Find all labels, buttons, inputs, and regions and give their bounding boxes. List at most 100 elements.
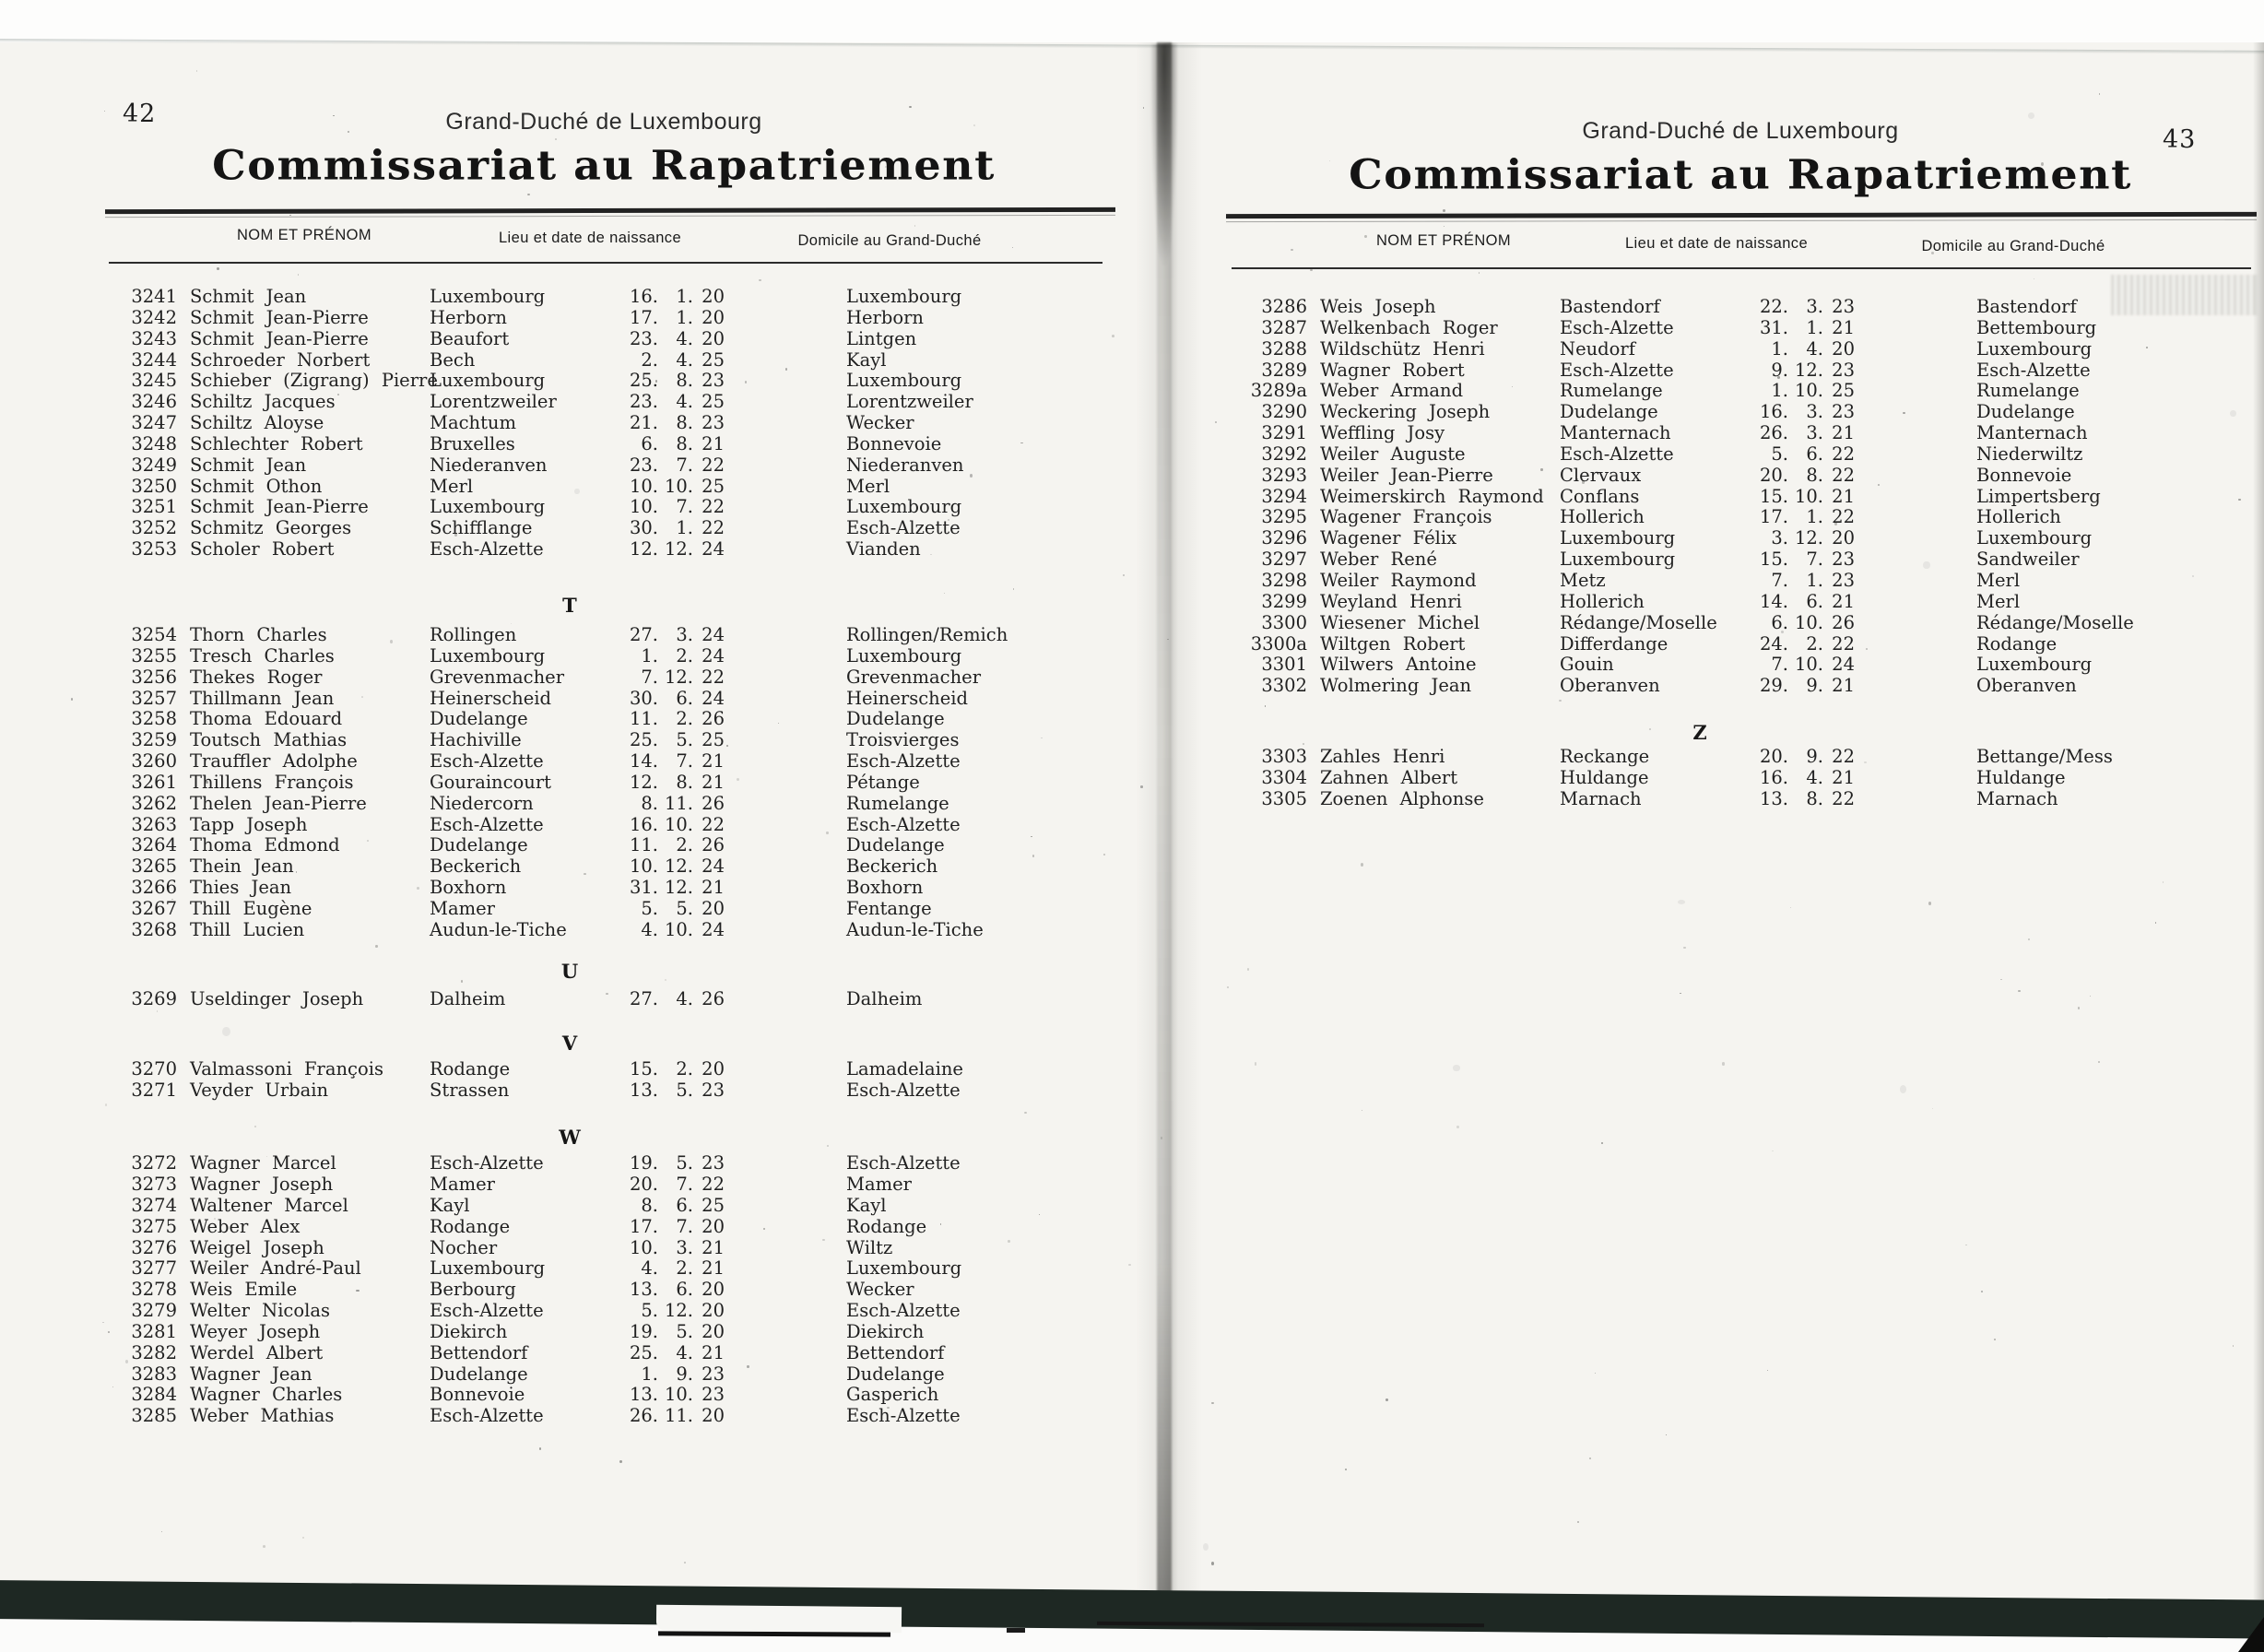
speck: [1789, 249, 1791, 251]
speck: [1007, 1239, 1010, 1244]
row-number: 3242: [131, 306, 177, 328]
speck: [222, 1027, 230, 1037]
spacer: [1855, 613, 1976, 634]
row-birthplace: Merl: [430, 475, 474, 497]
table-row: 3288 Wildschütz Henri Neudorf 1. 4. 20 Luxembo…: [1250, 338, 2246, 360]
spacer: [1307, 507, 1320, 528]
row-birth-month: 2.: [676, 644, 693, 667]
row-name: Welter Nicolas: [190, 1300, 330, 1322]
row-domicile: Bonnevoie: [846, 432, 942, 454]
table-row: 3251 Schmit Jean-Pierre Luxembourg 10. 7. 22 L…: [120, 497, 1115, 518]
row-name: Valmassoni François: [190, 1058, 383, 1080]
speck: [1864, 761, 1867, 763]
row-number: 3300a: [1250, 632, 1307, 655]
spacer: [1855, 507, 1976, 528]
row-birthplace: Esch-Alzette: [1560, 442, 1674, 465]
row-birth-day: 9.: [1771, 359, 1788, 381]
speck: [1903, 411, 1906, 415]
row-domicile: Dudelange: [846, 708, 945, 730]
row-number: 3304: [1261, 766, 1307, 788]
row-birth-day: 26.: [629, 1405, 658, 1427]
row-name: Weber Alex: [190, 1215, 301, 1237]
row-birth-year: 23: [702, 1384, 725, 1406]
speck: [205, 781, 208, 784]
row-birthplace: Huldange: [1560, 766, 1649, 788]
row-number: 3294: [1261, 485, 1307, 507]
row-birth-year: 22: [702, 454, 725, 476]
speck: [1683, 946, 1686, 950]
table-row: 3249 Schmit Jean Niederanven 23. 7. 22 Niedera…: [120, 454, 1115, 477]
table-row: 3292 Weiler Auguste Esch-Alzette 5. 6. 22 Nied…: [1250, 442, 2246, 466]
column-header-domicile-left: Domicile au Grand-Duché: [797, 232, 982, 249]
row-birth-month: 12.: [664, 856, 693, 878]
column-header-name-left: NOM ET PRÉNOM: [236, 227, 372, 243]
row-birth-year: 21: [702, 750, 725, 773]
row-birth-year: 22: [702, 1174, 725, 1195]
scan-smudge: [2111, 275, 2258, 315]
spacer: [725, 371, 846, 392]
table-row: 3254 Thorn Charles Rollingen 27. 3. 24 Rolling…: [120, 624, 1115, 646]
table-row: 3284 Wagner Charles Bonnevoie 13. 10. 23 Gaspe…: [120, 1385, 1115, 1406]
table-row: 3258 Thoma Edouard Dudelange 11. 2. 26 Dudelan…: [120, 708, 1115, 730]
row-birth-year: 20: [702, 1058, 725, 1080]
spacer: [725, 1343, 846, 1364]
row-birth-year: 25: [702, 348, 725, 371]
speck: [1139, 785, 1143, 788]
spacer: [177, 1080, 190, 1102]
row-birth-year: 21: [702, 877, 725, 899]
row-number: 3275: [131, 1215, 177, 1237]
row-birthplace: Esch-Alzette: [430, 1152, 544, 1174]
row-name: Schieber (Zigrang) Pierre: [190, 370, 438, 392]
row-domicile: Merl: [1976, 590, 2021, 612]
row-birthplace: Mamer: [430, 897, 495, 919]
spacer: [725, 1153, 846, 1174]
speck: [367, 839, 369, 842]
speck: [777, 722, 780, 724]
row-birthplace: Metz: [1560, 569, 1606, 591]
speck: [1899, 1084, 1906, 1093]
row-birth-day: 5.: [641, 1300, 658, 1322]
row-domicile: Luxembourg: [846, 370, 962, 392]
spacer: [725, 899, 846, 920]
speck: [108, 1331, 110, 1333]
table-row: 3294 Weimerskirch Raymond Conflans 15. 10. 21…: [1250, 485, 2246, 508]
spacer: [1307, 423, 1320, 444]
row-number: 3259: [131, 729, 177, 751]
row-number: 3244: [131, 348, 177, 371]
spacer: [725, 434, 846, 455]
row-domicile: Merl: [1976, 569, 2021, 591]
spacer: [177, 689, 190, 710]
speck: [1582, 480, 1585, 484]
spacer: [177, 350, 190, 372]
row-birth-year: 26: [702, 987, 725, 1009]
row-birth-month: 3.: [1806, 422, 1823, 444]
speck: [1588, 1457, 1591, 1460]
speck: [2077, 1007, 2080, 1009]
speck: [1345, 1468, 1347, 1470]
row-birthplace: Esch-Alzette: [1560, 316, 1674, 338]
row-birth-year: 22: [702, 666, 725, 688]
row-domicile: Kayl: [846, 348, 887, 371]
row-number: 3300: [1261, 611, 1307, 633]
spacer: [177, 989, 190, 1010]
spacer: [725, 413, 846, 434]
row-domicile: Grevenmacher: [846, 666, 982, 688]
row-birth-day: 16.: [1759, 766, 1788, 788]
row-birthplace: Schifflange: [430, 517, 533, 539]
spacer: [177, 1364, 190, 1386]
table-row: 3304 Zahnen Albert Huldange 16. 4. 21 Huldange: [1250, 766, 2246, 789]
speck: [527, 193, 530, 195]
speck: [356, 1289, 360, 1292]
speck: [510, 623, 512, 625]
row-name: Schlechter Robert: [190, 432, 363, 454]
row-birth-day: 17.: [1759, 506, 1788, 528]
speck: [337, 393, 340, 395]
row-birth-day: 8.: [641, 792, 658, 814]
speck: [1142, 107, 1145, 110]
row-birthplace: Oberanven: [1560, 675, 1660, 697]
speck: [2027, 938, 2030, 941]
table-row: 3276 Weigel Joseph Nocher 10. 3. 21 Wiltz: [120, 1237, 1115, 1259]
speck: [538, 1447, 541, 1450]
row-name: Zahles Henri: [1320, 746, 1445, 768]
row-number: 3260: [131, 750, 177, 773]
